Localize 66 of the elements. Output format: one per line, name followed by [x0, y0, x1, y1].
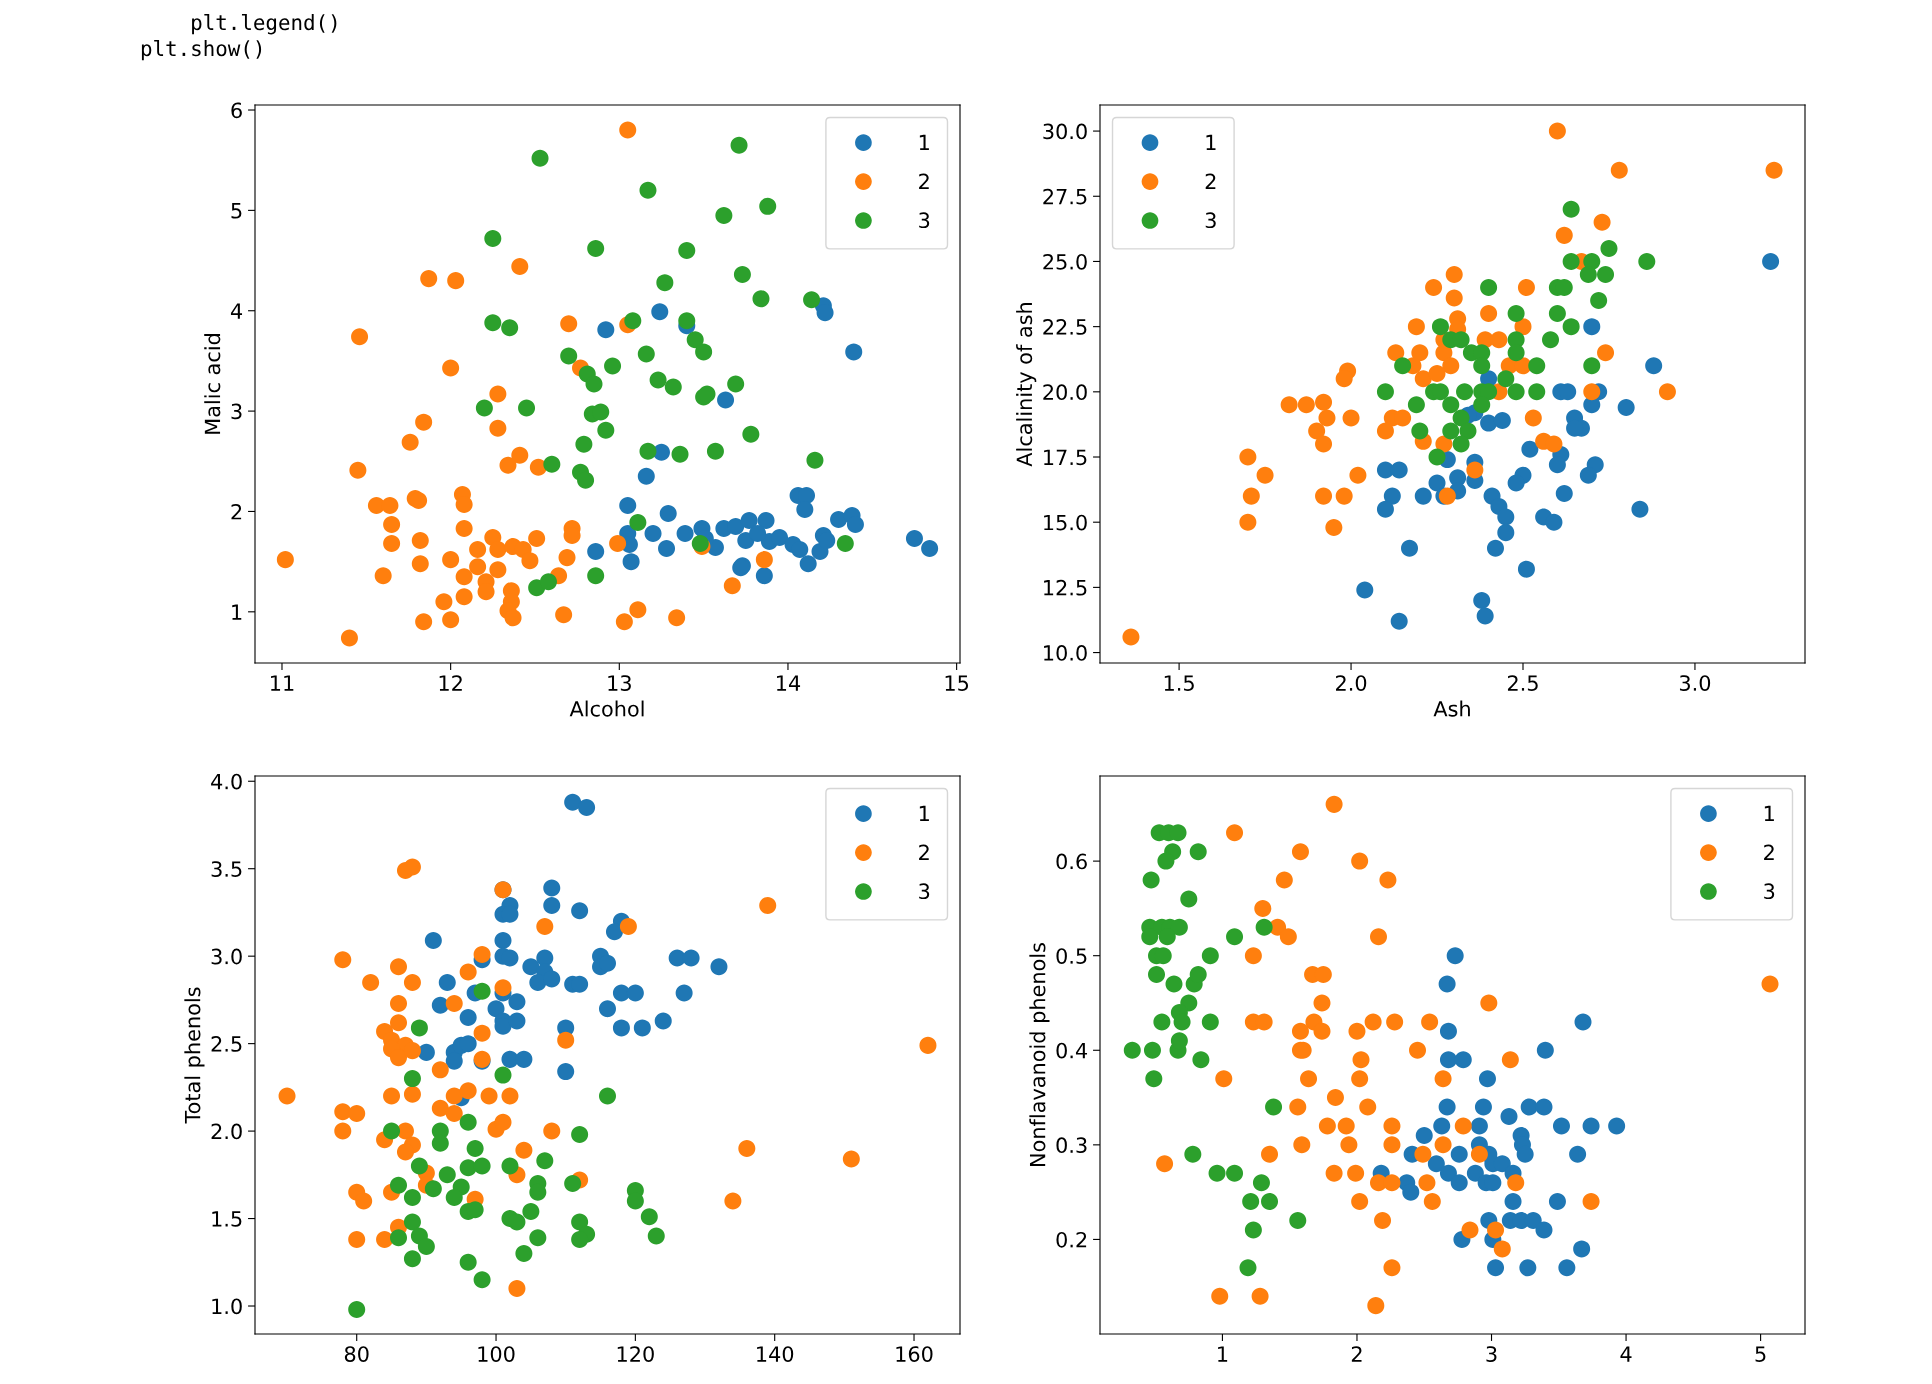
legend-label: 1 — [919, 134, 929, 150]
y-tick-label: 22.5 — [1043, 319, 1087, 335]
y-tick-label: 12.5 — [1044, 579, 1087, 596]
x-tick-label: 15 — [945, 675, 969, 691]
legend-label: 2 — [919, 173, 929, 189]
y-tick-label: 1 — [232, 604, 242, 620]
legend-label: 1 — [1206, 134, 1216, 150]
y-tick-label: 1.5 — [212, 1211, 242, 1227]
x-tick-label: 2.0 — [1336, 675, 1367, 691]
y-tick-label: 5 — [231, 203, 242, 219]
y-tick-label: 25.0 — [1043, 253, 1087, 270]
x-tick-label: 1.5 — [1164, 675, 1194, 691]
x-tick-label: 2 — [1351, 1346, 1362, 1362]
y-axis-title: Alcalinity of ash — [1016, 303, 1037, 467]
x-axis-title: Alcohol — [569, 700, 644, 717]
x-tick-label: 3 — [1486, 1346, 1497, 1362]
y-axis-title: Nonflavanoid phenols — [1029, 943, 1050, 1166]
y-axis-title: Malic acid — [204, 334, 221, 434]
x-tick-label: 13 — [608, 675, 631, 691]
y-tick-label: 3 — [231, 403, 242, 420]
x-tick-label: 120 — [617, 1346, 654, 1362]
x-tick-label: 160 — [896, 1346, 933, 1362]
legend-label: 1 — [1764, 805, 1774, 821]
y-tick-label: 3.5 — [211, 861, 242, 877]
x-tick-label: 1 — [1218, 1346, 1228, 1362]
y-tick-label: 3.0 — [211, 948, 242, 965]
x-tick-label: 3.0 — [1679, 675, 1711, 691]
text: plt.show() — [141, 40, 262, 61]
legend-label: 3 — [1764, 883, 1775, 900]
y-tick-label: 10.0 — [1044, 645, 1087, 661]
y-tick-label: 2.5 — [211, 1036, 242, 1052]
y-tick-label: 27.5 — [1043, 188, 1087, 205]
y-tick-label: 2 — [231, 503, 242, 520]
x-tick-label: 100 — [478, 1346, 515, 1362]
x-tick-label: 12 — [439, 675, 462, 691]
y-tick-label: 2.0 — [211, 1123, 242, 1140]
legend-label: 3 — [919, 883, 930, 900]
legend-label: 3 — [919, 212, 930, 229]
y-tick-label: 0.2 — [1056, 1231, 1087, 1248]
x-tick-label: 140 — [757, 1346, 794, 1362]
y-tick-label: 0.6 — [1056, 853, 1087, 870]
x-tick-label: 2.5 — [1507, 675, 1538, 691]
y-tick-label: 20.0 — [1043, 384, 1087, 401]
x-tick-label: 4 — [1620, 1346, 1632, 1362]
y-tick-label: 30.0 — [1043, 123, 1087, 140]
y-tick-label: 15.0 — [1044, 514, 1087, 531]
x-axis-title: Ash — [1433, 700, 1470, 717]
y-axis-title: Total phenols — [184, 987, 205, 1124]
text: plt.legend() — [192, 14, 337, 35]
x-tick-label: 80 — [344, 1346, 369, 1362]
y-tick-label: 1.0 — [212, 1298, 242, 1315]
y-tick-label: 4.0 — [211, 773, 242, 790]
x-tick-label: 5 — [1755, 1346, 1766, 1362]
y-tick-label: 4 — [230, 303, 243, 319]
legend-label: 2 — [919, 844, 929, 860]
y-tick-label: 17.5 — [1044, 449, 1087, 466]
y-tick-label: 6 — [231, 102, 242, 119]
legend-label: 1 — [919, 805, 929, 821]
y-tick-label: 0.3 — [1056, 1137, 1087, 1154]
legend-label: 2 — [1205, 173, 1216, 189]
legend-label: 2 — [1764, 844, 1774, 860]
x-tick-label: 11 — [271, 675, 294, 691]
y-tick-label: 0.4 — [1056, 1042, 1088, 1059]
y-tick-label: 0.5 — [1056, 948, 1087, 964]
legend-label: 3 — [1205, 212, 1216, 229]
x-tick-label: 14 — [777, 675, 801, 691]
